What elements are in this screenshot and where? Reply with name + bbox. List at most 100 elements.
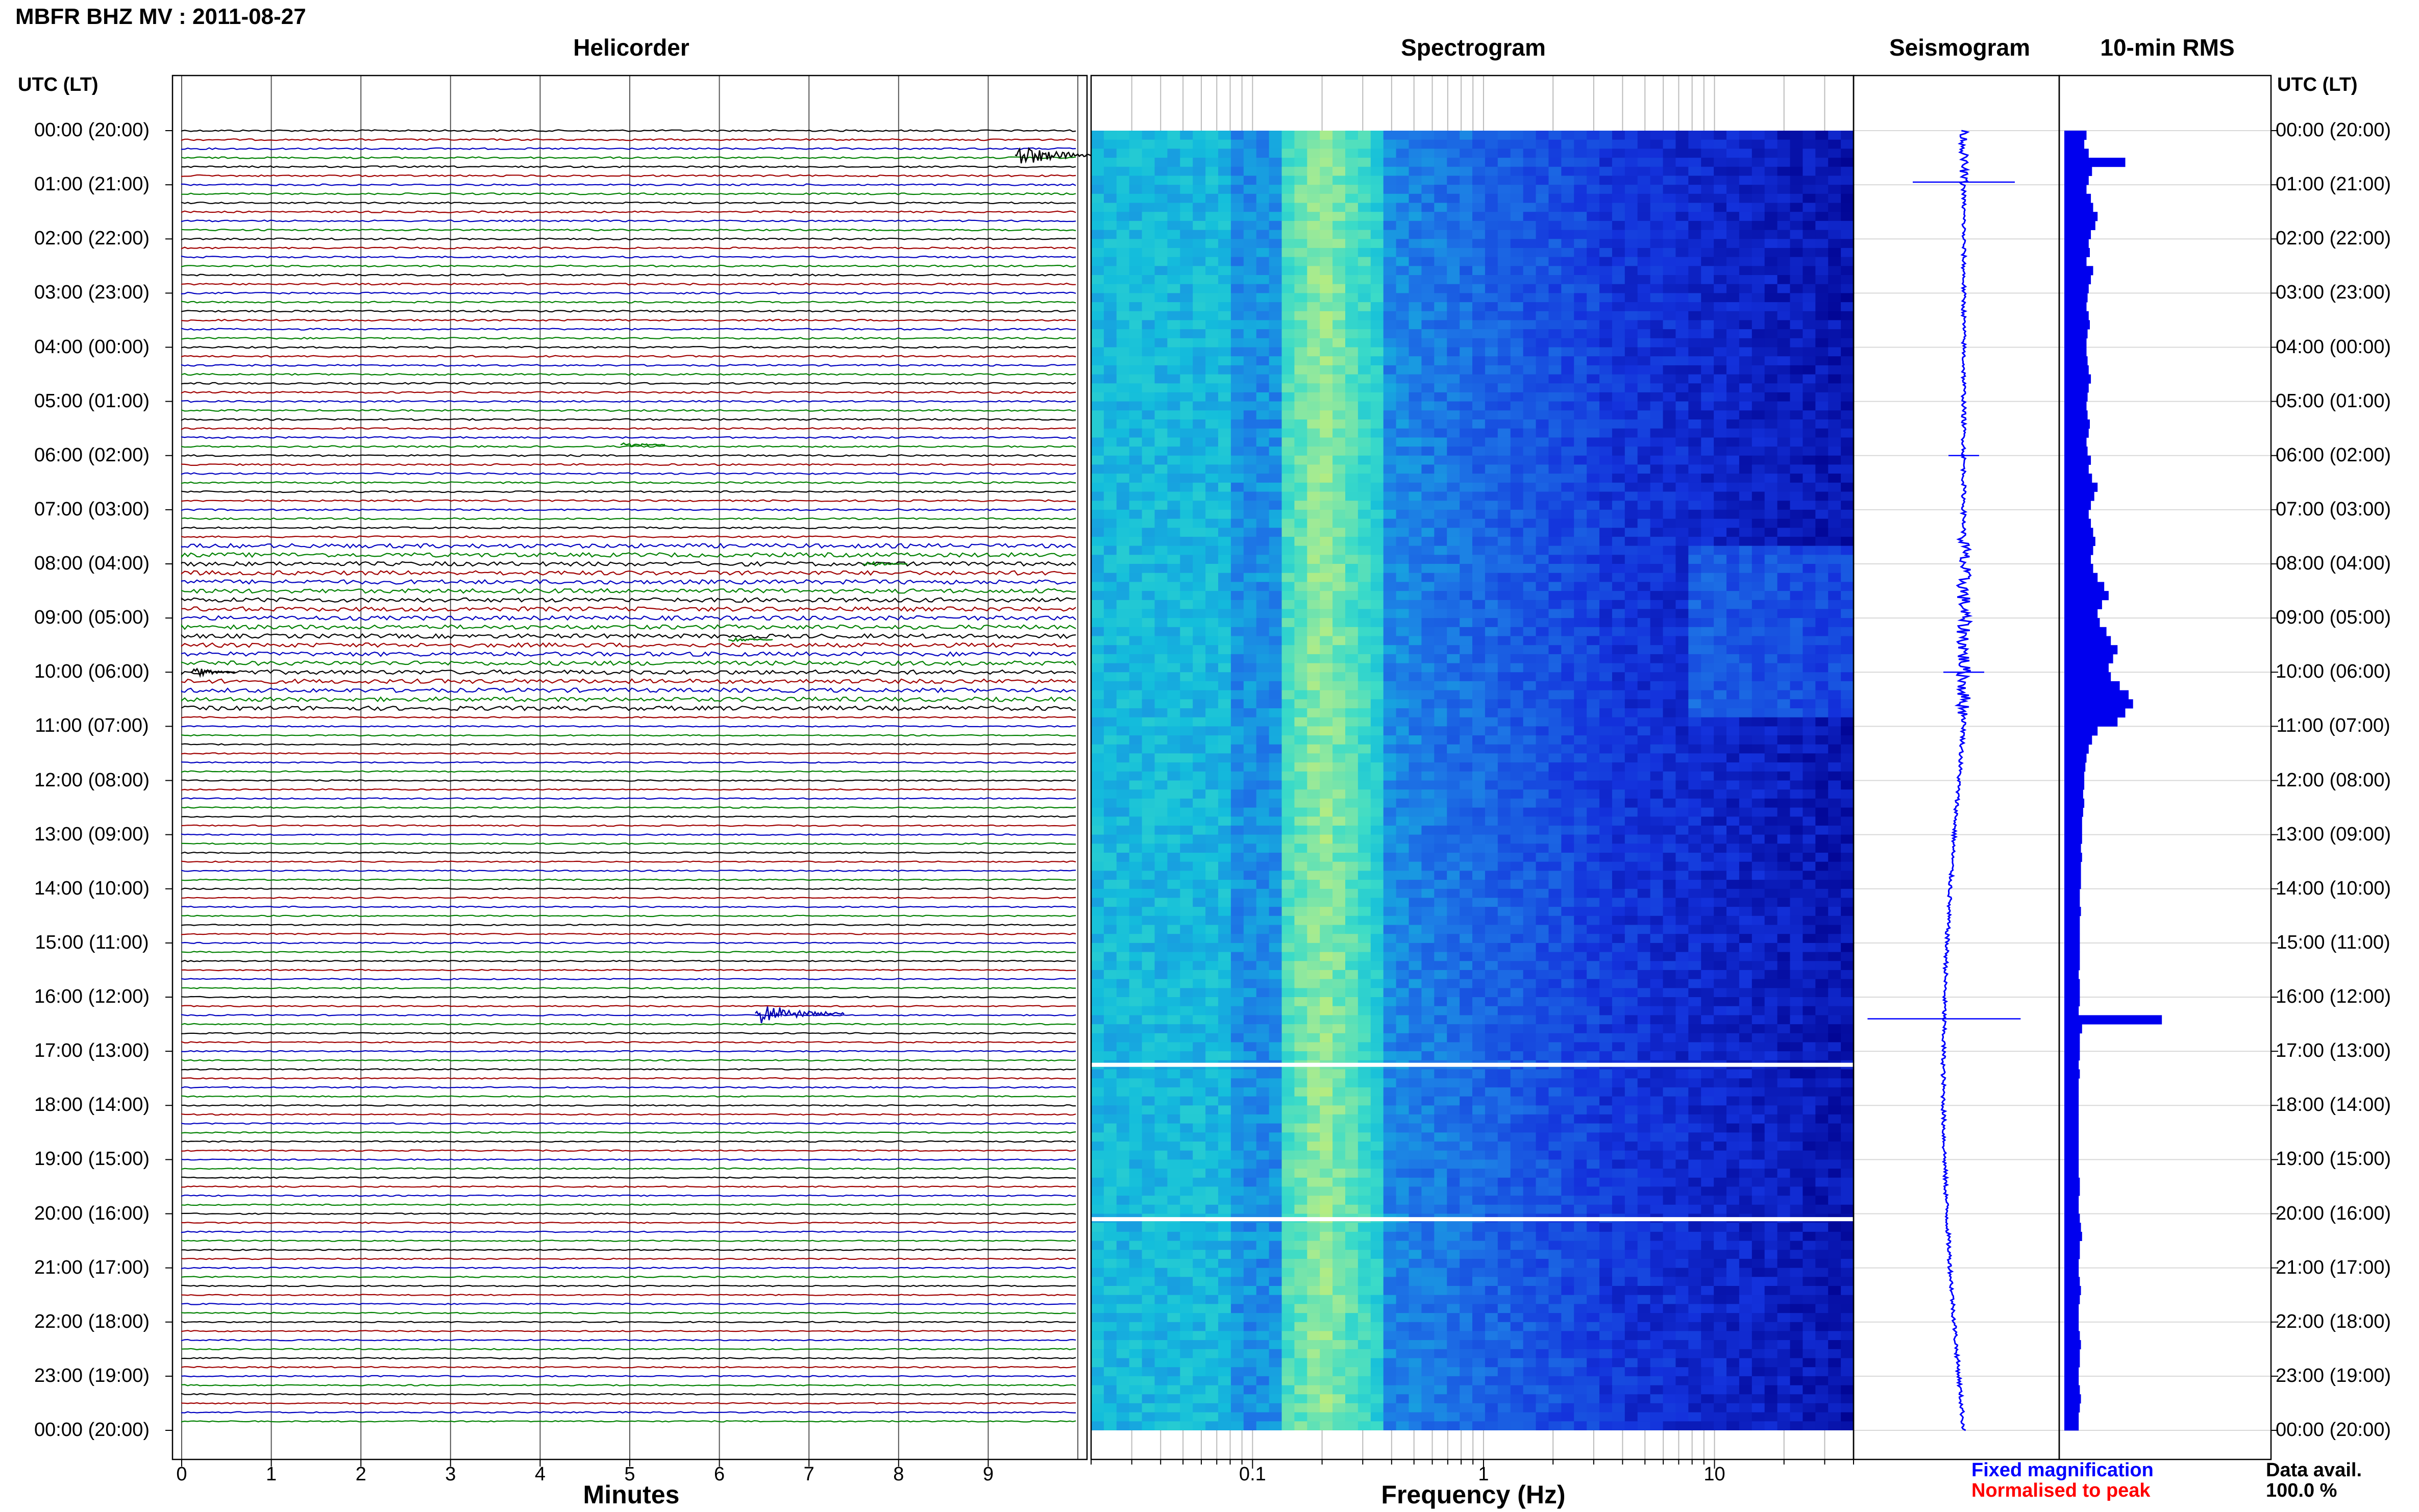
spectrogram-cell (1269, 474, 1282, 483)
spectrogram-cell (1332, 636, 1346, 646)
spectrogram-cell (1726, 482, 1740, 492)
helicorder-trace (181, 274, 1076, 277)
spectrogram-cell (1370, 536, 1384, 547)
spectrogram-cell (1485, 618, 1498, 628)
spectrogram-cell (1396, 275, 1410, 285)
spectrogram-cell (1815, 645, 1829, 655)
spectrogram-cell (1485, 401, 1498, 411)
spectrogram-cell (1777, 816, 1791, 826)
spectrogram-cell (1523, 501, 1537, 510)
spectrogram-cell (1205, 735, 1219, 745)
spectrogram-cell (1536, 383, 1549, 393)
spectrogram-cell (1675, 762, 1689, 772)
spectrogram-cell (1726, 573, 1740, 582)
spectrogram-cell (1281, 401, 1295, 411)
spectrogram-cell (1103, 410, 1117, 420)
spectrogram-cell (1485, 365, 1498, 375)
spectrogram-cell (1307, 518, 1320, 528)
spectrogram-cell (1154, 618, 1168, 628)
spectrogram-cell (1777, 735, 1791, 745)
spectrogram-cell (1447, 139, 1460, 149)
spectrogram-cell (1230, 816, 1244, 826)
spectrogram-cell (1370, 311, 1384, 320)
spectrogram-cell (1688, 275, 1701, 285)
spectrogram-cell (1370, 789, 1384, 799)
spectrogram-cell (1663, 374, 1676, 384)
spectrogram-cell (1841, 139, 1854, 149)
spectrogram-cell (1243, 717, 1257, 727)
spectrogram-cell (1675, 518, 1689, 528)
spectrogram-cell (1828, 762, 1841, 772)
spectrogram-cell (1815, 509, 1829, 519)
spectrogram-cell (1281, 410, 1295, 420)
helicorder-trace (181, 978, 1076, 980)
spectrogram-cell (1332, 546, 1346, 555)
spectrogram-cell (1739, 139, 1752, 149)
spectrogram-cell (1421, 780, 1435, 790)
spectrogram-cell (1409, 374, 1422, 384)
spectrogram-cell (1587, 735, 1600, 745)
spectrogram-cell (1764, 564, 1778, 574)
spectrogram-cell (1167, 419, 1180, 429)
spectrogram-cell (1243, 419, 1257, 429)
spectrogram-cell (1103, 699, 1117, 709)
spectrogram-cell (1790, 311, 1803, 320)
spectrogram-cell (1193, 717, 1206, 727)
helicorder-trace (181, 552, 1076, 559)
spectrogram-cell (1523, 771, 1537, 781)
spectrogram-cell (1675, 591, 1689, 601)
spectrogram-cell (1307, 546, 1320, 555)
spectrogram-cell (1154, 645, 1168, 655)
spectrogram-cell (1561, 474, 1574, 483)
spectrogram-cell (1574, 690, 1587, 700)
spectrogram-cell (1688, 482, 1701, 492)
spectrogram-cell (1777, 672, 1791, 682)
spectrogram-cell (1714, 428, 1727, 438)
spectrogram-cell (1548, 528, 1562, 537)
spectrogram-cell (1739, 518, 1752, 528)
spectrogram-cell (1612, 482, 1625, 492)
spectrogram-cell (1472, 392, 1486, 402)
spectrogram-cell (1472, 780, 1486, 790)
spectrogram-cell (1218, 645, 1231, 655)
spectrogram-cell (1803, 148, 1816, 158)
spectrogram-cell (1777, 311, 1791, 320)
spectrogram-cell (1409, 365, 1422, 375)
spectrogram-cell (1447, 825, 1460, 835)
spectrogram-cell (1688, 681, 1701, 691)
spectrogram-cell (1688, 230, 1701, 239)
spectrogram-cell (1281, 600, 1295, 609)
spectrogram-cell (1193, 509, 1206, 519)
spectrogram-cell (1193, 193, 1206, 203)
spectrogram-cell (1256, 735, 1270, 745)
spectrogram-cell (1841, 247, 1854, 258)
spectrogram-cell (1116, 302, 1130, 312)
spectrogram-cell (1447, 158, 1460, 167)
spectrogram-cell (1307, 284, 1320, 293)
spectrogram-cell (1205, 239, 1219, 249)
spectrogram-cell (1675, 609, 1689, 618)
spectrogram-cell (1637, 600, 1651, 609)
spectrogram-cell (1230, 536, 1244, 547)
spectrogram-cell (1180, 437, 1193, 447)
spectrogram-cell (1574, 311, 1587, 320)
spectrogram-cell (1396, 573, 1410, 582)
spectrogram-cell (1612, 383, 1625, 393)
spectrogram-cell (1803, 220, 1816, 231)
spectrogram-cell (1320, 447, 1333, 456)
spectrogram-cell (1624, 528, 1638, 537)
spectrogram-cell (1129, 853, 1143, 862)
spectrogram-cell (1650, 257, 1664, 266)
spectrogram-cell (1650, 230, 1664, 239)
spectrogram-cell (1599, 518, 1613, 528)
spectrogram-cell (1193, 311, 1206, 320)
spectrogram-cell (1180, 672, 1193, 682)
spectrogram-cell (1815, 302, 1829, 312)
spectrogram-cell (1383, 491, 1397, 501)
spectrogram-cell (1294, 401, 1307, 411)
spectrogram-cell (1447, 536, 1460, 547)
helicorder-trace (181, 210, 1076, 213)
spectrogram-cell (1561, 284, 1574, 293)
spectrogram-cell (1726, 392, 1740, 402)
spectrogram-cell (1307, 807, 1320, 817)
